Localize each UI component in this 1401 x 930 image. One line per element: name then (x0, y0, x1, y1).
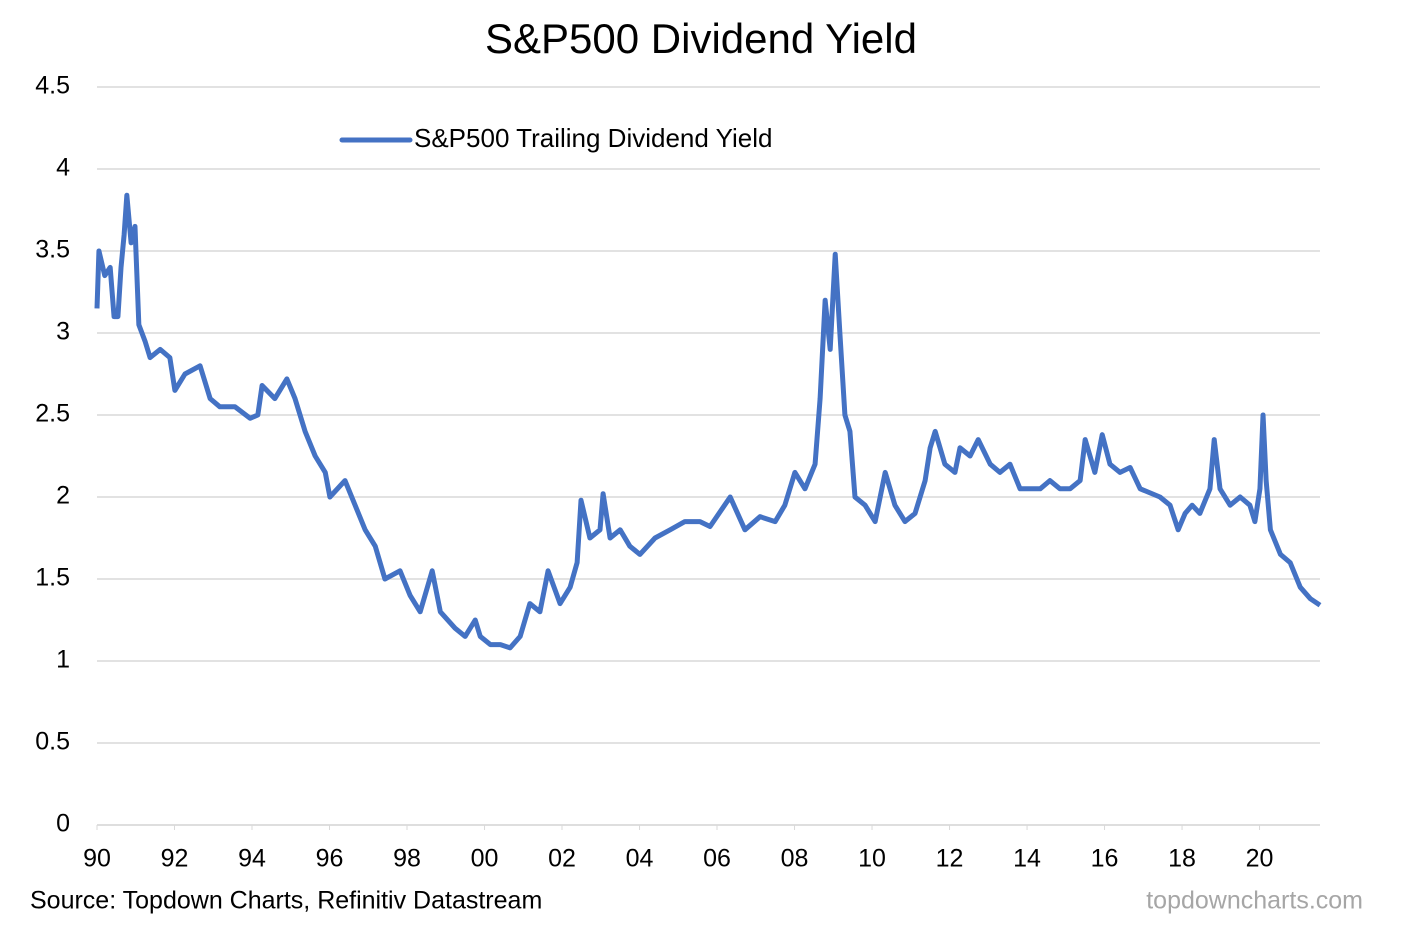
legend-label: S&P500 Trailing Dividend Yield (414, 123, 772, 153)
x-tick-label: 92 (161, 845, 189, 873)
x-tick-label: 02 (548, 845, 576, 873)
x-tick-label: 98 (393, 845, 421, 873)
x-tick-label: 18 (1168, 845, 1196, 873)
data-line (94, 192, 1322, 651)
source-note: Source: Topdown Charts, Refinitiv Datast… (30, 887, 542, 915)
y-tick-label: 1 (56, 646, 70, 674)
y-tick-label: 3.5 (35, 236, 70, 264)
watermark: topdowncharts.com (1146, 887, 1363, 915)
x-tick-label: 94 (238, 845, 266, 873)
y-tick-label: 1.5 (35, 564, 70, 592)
y-tick-label: 4.5 (35, 72, 70, 100)
y-tick-label: 0.5 (35, 728, 70, 756)
x-tick-label: 20 (1246, 845, 1274, 873)
x-tick-label: 96 (316, 845, 344, 873)
x-tick-label: 04 (626, 845, 654, 873)
y-tick-label: 2.5 (35, 400, 70, 428)
x-tick-label: 08 (781, 845, 809, 873)
x-tick-label: 12 (936, 845, 964, 873)
x-tick-label: 90 (83, 845, 111, 873)
y-tick-label: 4 (56, 154, 70, 182)
x-tick-label: 10 (858, 845, 886, 873)
x-tick-label: 14 (1013, 845, 1041, 873)
chart-title: S&P500 Dividend Yield (485, 15, 917, 62)
x-tick-label: 00 (471, 845, 499, 873)
y-tick-label: 0 (56, 810, 70, 838)
x-tick-label: 06 (703, 845, 731, 873)
x-tick-label: 16 (1091, 845, 1119, 873)
y-tick-label: 3 (56, 318, 70, 346)
y-tick-label: 2 (56, 482, 70, 510)
